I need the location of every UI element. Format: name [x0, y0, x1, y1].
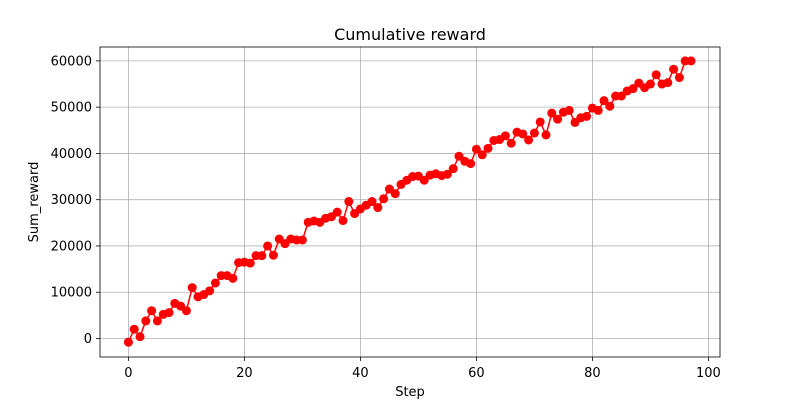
data-point	[181, 306, 191, 316]
data-point	[367, 197, 377, 207]
data-point	[582, 111, 592, 121]
tick-group: 0 20 40 60 80 100 0 10000 20000 30000 40000 50000 60…	[51, 54, 721, 381]
data-point	[477, 150, 487, 160]
data-point	[686, 56, 696, 66]
data-point	[245, 258, 255, 268]
data-point	[605, 101, 615, 111]
data-point	[297, 235, 307, 245]
data-point	[442, 169, 452, 179]
data-point	[541, 130, 551, 140]
data-point	[164, 308, 174, 318]
data-point	[645, 79, 655, 89]
data-point	[152, 316, 162, 326]
data-point	[129, 324, 139, 334]
plot-frame	[99, 46, 721, 358]
data-point	[373, 203, 383, 213]
y-tick-label: 30000	[51, 193, 92, 208]
data-point	[257, 251, 267, 261]
data-point	[593, 105, 603, 115]
data-point	[141, 316, 151, 326]
y-tick-label: 20000	[51, 239, 92, 254]
data-point	[135, 332, 145, 342]
data-point	[390, 189, 400, 199]
grid-lines	[100, 47, 720, 357]
data-point	[564, 105, 574, 115]
data-point	[628, 84, 638, 94]
data-point	[500, 131, 510, 141]
data-point	[535, 117, 545, 127]
series-group	[123, 56, 696, 347]
data-point	[466, 159, 476, 169]
y-tick-label: 60000	[51, 54, 92, 69]
x-tick-label: 100	[696, 366, 721, 381]
x-tick-label: 0	[124, 366, 132, 381]
data-point	[379, 194, 389, 204]
data-point	[663, 78, 673, 88]
data-point	[332, 207, 342, 217]
data-point	[268, 250, 278, 260]
x-axis-label: Step	[395, 385, 425, 400]
data-point	[599, 96, 609, 106]
data-point	[674, 73, 684, 83]
data-point	[651, 70, 661, 80]
data-point	[547, 108, 557, 118]
data-point	[616, 91, 626, 101]
chart-title: Cumulative reward	[334, 25, 486, 44]
data-point	[147, 306, 157, 316]
data-point	[669, 64, 679, 74]
data-point	[210, 278, 220, 288]
y-tick-label: 0	[84, 332, 92, 347]
data-point	[553, 114, 563, 124]
data-point	[419, 175, 429, 185]
data-point	[506, 138, 516, 148]
x-tick-label: 40	[352, 366, 369, 381]
data-point	[228, 273, 238, 283]
x-tick-label: 20	[236, 366, 253, 381]
data-point	[454, 151, 464, 161]
y-tick-label: 40000	[51, 147, 92, 162]
data-point	[483, 143, 493, 153]
x-tick-label: 60	[468, 366, 485, 381]
data-point	[344, 197, 354, 207]
data-point	[448, 164, 458, 174]
data-point	[187, 283, 197, 293]
data-point	[338, 216, 348, 226]
data-point	[123, 337, 133, 347]
y-tick-label: 50000	[51, 101, 92, 116]
y-tick-label: 10000	[51, 286, 92, 301]
data-point	[518, 129, 528, 139]
data-point	[263, 241, 273, 251]
data-point	[524, 135, 534, 145]
x-tick-label: 80	[584, 366, 601, 381]
y-axis-label: Sum_reward	[27, 162, 42, 243]
data-point	[471, 144, 481, 154]
data-point	[529, 128, 539, 138]
data-point	[205, 286, 215, 296]
